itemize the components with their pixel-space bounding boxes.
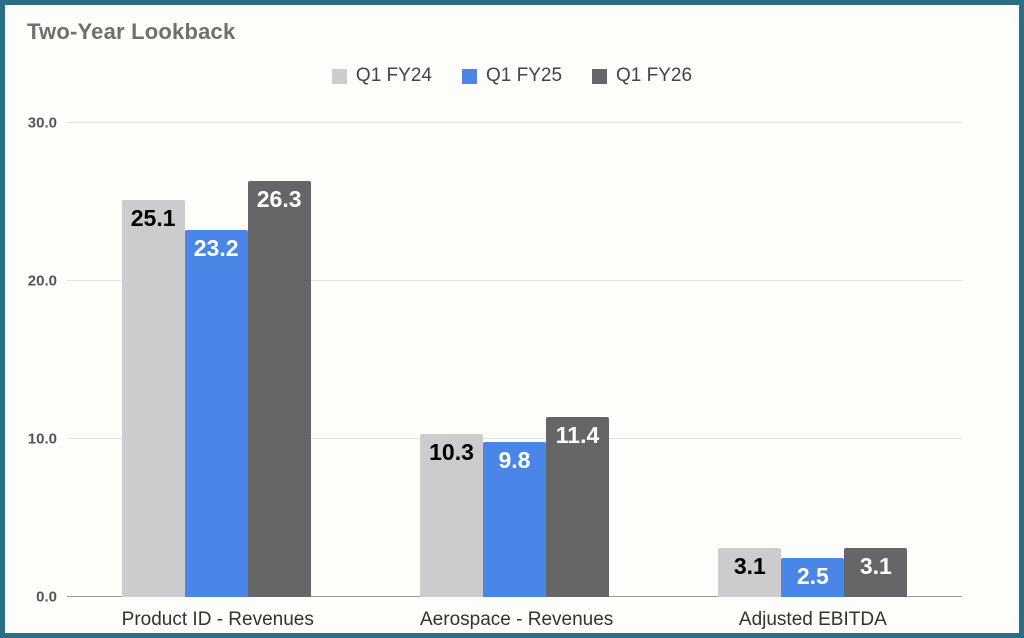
- legend-item-label: Q1 FY24: [355, 65, 432, 86]
- x-axis-category-label: Product ID - Revenues: [121, 609, 314, 630]
- y-axis-tick-label: 0.0: [36, 588, 57, 606]
- chart-legend: Q1 FY24 Q1 FY25 Q1 FY26: [5, 65, 1019, 87]
- bar-value-label: 9.8: [498, 447, 531, 474]
- bar-value-label: 23.2: [193, 235, 239, 262]
- y-axis-tick-label: 10.0: [27, 430, 57, 448]
- bar[interactable]: 11.4: [546, 416, 609, 597]
- legend-swatch-icon: [331, 68, 347, 84]
- y-axis-tick-label: 20.0: [27, 272, 57, 290]
- plot-area: 0.0 10.0 20.0 30.0 25.1 23.2 26.3 Product ID - …: [28, 115, 962, 630]
- x-axis-category-label: Adjusted EBITDA: [738, 609, 887, 630]
- legend-item-q1-fy26[interactable]: Q1 FY26: [592, 65, 692, 87]
- bar-value-label: 11.4: [555, 421, 600, 448]
- bar-value-label: 25.1: [130, 205, 176, 232]
- legend-item-q1-fy25[interactable]: Q1 FY25: [461, 65, 563, 87]
- gridline: [67, 280, 962, 281]
- gridline: [67, 122, 962, 123]
- bar-value-label: 3.1: [859, 553, 892, 580]
- gridline: [67, 438, 962, 439]
- bar[interactable]: 2.5: [781, 557, 845, 597]
- legend-swatch-icon: [592, 68, 608, 84]
- bar[interactable]: 10.3: [420, 434, 483, 597]
- x-axis-category-label: Aerospace - Revenues: [420, 609, 614, 630]
- legend-item-q1-fy24[interactable]: Q1 FY24: [331, 65, 432, 87]
- legend-item-label: Q1 FY26: [616, 65, 693, 86]
- page-title: Two-Year Lookback: [27, 19, 236, 44]
- bar[interactable]: 26.3: [247, 181, 311, 597]
- bar-value-label: 26.3: [256, 186, 302, 213]
- bar[interactable]: 25.1: [121, 200, 185, 597]
- bar[interactable]: 3.1: [718, 548, 782, 597]
- legend-swatch-icon: [461, 68, 477, 84]
- y-axis-tick-label: 30.0: [27, 114, 57, 132]
- bar[interactable]: 9.8: [483, 442, 546, 597]
- bar-group: 3.1 2.5 3.1 Adjusted EBITDA: [718, 123, 908, 630]
- bar-group: 10.3 9.8 11.4 Aerospace - Revenues: [420, 123, 613, 630]
- bar-group: 25.1 23.2 26.3 Product ID - Revenues: [121, 123, 314, 630]
- bar[interactable]: 3.1: [844, 548, 908, 597]
- legend-item-label: Q1 FY25: [485, 65, 563, 86]
- bar-value-label: 2.5: [796, 562, 829, 589]
- bar[interactable]: 23.2: [184, 230, 248, 597]
- bar-value-label: 10.3: [429, 439, 474, 466]
- bar-value-label: 3.1: [733, 553, 766, 580]
